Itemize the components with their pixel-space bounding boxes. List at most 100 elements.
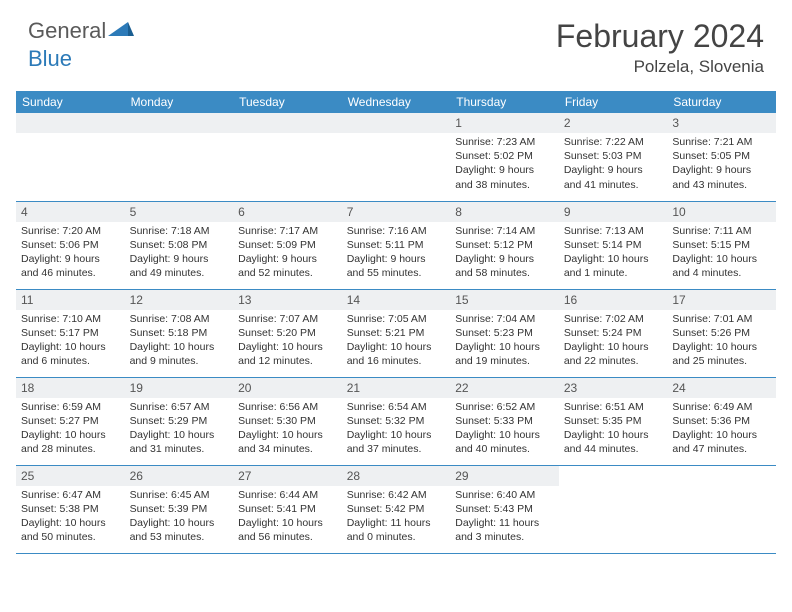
day-number: 1	[455, 116, 462, 130]
day-number-bar: 15	[450, 290, 559, 310]
day-number-bar: 26	[125, 466, 234, 486]
calendar-cell: 2 Sunrise: 7:22 AMSunset: 5:03 PMDaylight…	[559, 113, 668, 201]
calendar-cell: 29 Sunrise: 6:40 AMSunset: 5:43 PMDayligh…	[450, 465, 559, 553]
calendar-cell: 6Sunrise: 7:17 AMSunset: 5:09 PMDaylight…	[233, 201, 342, 289]
day-info: Sunrise: 7:23 AMSunset: 5:02 PMDaylight:…	[455, 135, 554, 192]
day-number: 28	[347, 469, 360, 483]
day-info: Sunrise: 6:56 AMSunset: 5:30 PMDaylight:…	[238, 400, 337, 457]
day-number: 9	[564, 205, 571, 219]
day-number-bar: 23	[559, 378, 668, 398]
title-block: February 2024 Polzela, Slovenia	[556, 18, 764, 77]
day-number-bar: 24	[667, 378, 776, 398]
day-number-bar: 9	[559, 202, 668, 222]
calendar-cell: 5Sunrise: 7:18 AMSunset: 5:08 PMDaylight…	[125, 201, 234, 289]
day-number: 22	[455, 381, 468, 395]
day-info: Sunrise: 7:08 AMSunset: 5:18 PMDaylight:…	[130, 312, 229, 369]
day-number-bar: 22	[450, 378, 559, 398]
day-header: Sunday	[16, 91, 125, 113]
calendar-cell: 14Sunrise: 7:05 AMSunset: 5:21 PMDayligh…	[342, 289, 451, 377]
calendar-cell: 18 Sunrise: 6:59 AMSunset: 5:27 PMDayligh…	[16, 377, 125, 465]
calendar-cell	[559, 465, 668, 553]
day-number: 12	[130, 293, 143, 307]
calendar-cell: 28Sunrise: 6:42 AMSunset: 5:42 PMDayligh…	[342, 465, 451, 553]
day-number: 27	[238, 469, 251, 483]
day-number-bar: 6	[233, 202, 342, 222]
day-number-bar: 8	[450, 202, 559, 222]
day-number: 23	[564, 381, 577, 395]
calendar-cell: 3 Sunrise: 7:21 AMSunset: 5:05 PMDaylight…	[667, 113, 776, 201]
calendar-cell: 11 Sunrise: 7:10 AMSunset: 5:17 PMDayligh…	[16, 289, 125, 377]
day-info: Sunrise: 7:22 AMSunset: 5:03 PMDaylight:…	[564, 135, 663, 192]
header: General February 2024 Polzela, Slovenia	[0, 0, 792, 85]
calendar-body: 1 Sunrise: 7:23 AMSunset: 5:02 PMDaylight…	[16, 113, 776, 553]
calendar-cell: 7Sunrise: 7:16 AMSunset: 5:11 PMDaylight…	[342, 201, 451, 289]
day-info: Sunrise: 7:01 AMSunset: 5:26 PMDaylight:…	[672, 312, 771, 369]
brand-triangle-icon	[108, 20, 134, 43]
calendar-cell: 25Sunrise: 6:47 AMSunset: 5:38 PMDayligh…	[16, 465, 125, 553]
brand-name-1: General	[28, 18, 106, 44]
calendar-cell: 24 Sunrise: 6:49 AMSunset: 5:36 PMDayligh…	[667, 377, 776, 465]
day-number-bar: 13	[233, 290, 342, 310]
day-number-bar: 29	[450, 466, 559, 486]
day-number: 25	[21, 469, 34, 483]
day-number-bar: 14	[342, 290, 451, 310]
day-number-bar: 28	[342, 466, 451, 486]
day-info: Sunrise: 6:59 AMSunset: 5:27 PMDaylight:…	[21, 400, 120, 457]
day-number-bar: 1	[450, 113, 559, 133]
calendar-cell: 16Sunrise: 7:02 AMSunset: 5:24 PMDayligh…	[559, 289, 668, 377]
day-header: Wednesday	[342, 91, 451, 113]
calendar-cell: 10Sunrise: 7:11 AMSunset: 5:15 PMDayligh…	[667, 201, 776, 289]
calendar-cell: 26Sunrise: 6:45 AMSunset: 5:39 PMDayligh…	[125, 465, 234, 553]
day-info: Sunrise: 6:49 AMSunset: 5:36 PMDaylight:…	[672, 400, 771, 457]
calendar-cell: 15 Sunrise: 7:04 AMSunset: 5:23 PMDayligh…	[450, 289, 559, 377]
day-info: Sunrise: 7:05 AMSunset: 5:21 PMDaylight:…	[347, 312, 446, 369]
calendar-week: 25Sunrise: 6:47 AMSunset: 5:38 PMDayligh…	[16, 465, 776, 553]
day-header: Friday	[559, 91, 668, 113]
calendar-cell: 1 Sunrise: 7:23 AMSunset: 5:02 PMDaylight…	[450, 113, 559, 201]
day-number-bar: 5	[125, 202, 234, 222]
calendar-week: 1 Sunrise: 7:23 AMSunset: 5:02 PMDaylight…	[16, 113, 776, 201]
calendar-cell	[233, 113, 342, 201]
calendar-cell: 23 Sunrise: 6:51 AMSunset: 5:35 PMDayligh…	[559, 377, 668, 465]
day-info: Sunrise: 7:18 AMSunset: 5:08 PMDaylight:…	[130, 224, 229, 281]
day-number: 15	[455, 293, 468, 307]
day-number: 7	[347, 205, 354, 219]
day-number: 19	[130, 381, 143, 395]
day-number-bar: 21	[342, 378, 451, 398]
calendar-cell: 13Sunrise: 7:07 AMSunset: 5:20 PMDayligh…	[233, 289, 342, 377]
day-number: 26	[130, 469, 143, 483]
day-number: 2	[564, 116, 571, 130]
day-number: 29	[455, 469, 468, 483]
day-number-bar	[125, 113, 234, 133]
day-info: Sunrise: 6:52 AMSunset: 5:33 PMDaylight:…	[455, 400, 554, 457]
day-info: Sunrise: 7:20 AMSunset: 5:06 PMDaylight:…	[21, 224, 120, 281]
day-number: 18	[21, 381, 34, 395]
day-number: 3	[672, 116, 679, 130]
calendar-cell: 12 Sunrise: 7:08 AMSunset: 5:18 PMDayligh…	[125, 289, 234, 377]
day-info: Sunrise: 7:21 AMSunset: 5:05 PMDaylight:…	[672, 135, 771, 192]
day-info: Sunrise: 6:54 AMSunset: 5:32 PMDaylight:…	[347, 400, 446, 457]
calendar-cell	[125, 113, 234, 201]
day-info: Sunrise: 6:51 AMSunset: 5:35 PMDaylight:…	[564, 400, 663, 457]
day-info: Sunrise: 6:40 AMSunset: 5:43 PMDaylight:…	[455, 488, 554, 545]
day-number: 24	[672, 381, 685, 395]
day-info: Sunrise: 7:04 AMSunset: 5:23 PMDaylight:…	[455, 312, 554, 369]
calendar-cell: 20 Sunrise: 6:56 AMSunset: 5:30 PMDayligh…	[233, 377, 342, 465]
day-number: 13	[238, 293, 251, 307]
day-number: 11	[21, 293, 33, 307]
day-number-bar: 12	[125, 290, 234, 310]
calendar-week: 4Sunrise: 7:20 AMSunset: 5:06 PMDaylight…	[16, 201, 776, 289]
day-number-bar: 4	[16, 202, 125, 222]
day-number-bar: 18	[16, 378, 125, 398]
brand-name-2: Blue	[28, 46, 72, 71]
calendar-cell: 21Sunrise: 6:54 AMSunset: 5:32 PMDayligh…	[342, 377, 451, 465]
day-number-bar	[233, 113, 342, 133]
day-number: 6	[238, 205, 245, 219]
day-number: 20	[238, 381, 251, 395]
day-number: 16	[564, 293, 577, 307]
day-number-bar: 20	[233, 378, 342, 398]
brand-logo: General	[28, 18, 136, 44]
day-info: Sunrise: 7:10 AMSunset: 5:17 PMDaylight:…	[21, 312, 120, 369]
day-number-bar: 17	[667, 290, 776, 310]
day-header: Saturday	[667, 91, 776, 113]
